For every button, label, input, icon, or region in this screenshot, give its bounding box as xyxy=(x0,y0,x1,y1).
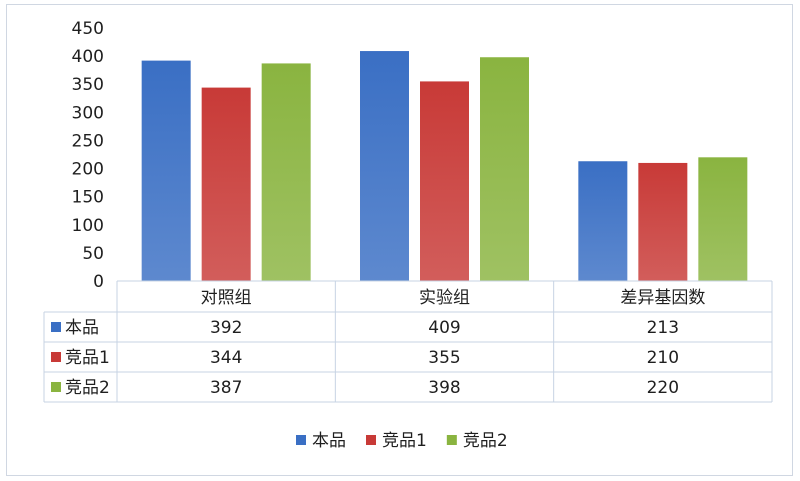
legend-swatch xyxy=(366,435,376,445)
legend-entry: 竞品1 xyxy=(382,431,427,451)
bar-竞品2-对照组 xyxy=(261,63,311,281)
y-tick-label: 400 xyxy=(72,47,104,67)
table-value: 210 xyxy=(647,348,679,368)
plot-area xyxy=(141,51,748,282)
table-value: 213 xyxy=(647,318,679,338)
bar-竞品1-差异基因数 xyxy=(638,162,688,281)
table-value: 409 xyxy=(428,318,460,338)
y-tick-label: 450 xyxy=(72,19,104,39)
table-value: 387 xyxy=(210,378,242,398)
table-value: 398 xyxy=(428,378,460,398)
bar-本品-对照组 xyxy=(141,60,191,282)
table-value: 355 xyxy=(428,348,460,368)
table-series-key xyxy=(51,352,61,362)
bar-竞品2-实验组 xyxy=(480,57,529,282)
legend-swatch xyxy=(446,435,457,445)
y-tick-label: 100 xyxy=(72,216,104,236)
y-tick-label: 50 xyxy=(82,244,104,264)
y-axis: 0 50 100 150 200 250 300 350 400 450 xyxy=(72,19,104,292)
legend-swatch xyxy=(296,435,306,445)
table-series-label: 竞品1 xyxy=(65,348,110,368)
bar-竞品1-对照组 xyxy=(201,87,251,282)
y-tick-label: 0 xyxy=(93,272,104,292)
table-value: 344 xyxy=(210,348,242,368)
y-tick-label: 300 xyxy=(72,103,104,123)
legend: 本品 竞品1 竞品2 xyxy=(296,431,508,451)
y-tick-label: 250 xyxy=(72,131,104,151)
bar-本品-实验组 xyxy=(360,51,409,281)
legend-entry: 本品 xyxy=(312,431,346,451)
category-label: 差异基因数 xyxy=(620,288,705,308)
table-series-label: 本品 xyxy=(65,318,99,338)
bar-竞品2-差异基因数 xyxy=(698,157,748,281)
category-label: 对照组 xyxy=(201,288,252,308)
table-value: 220 xyxy=(647,378,679,398)
table-value: 392 xyxy=(210,318,242,338)
bar-竞品1-实验组 xyxy=(420,81,469,282)
table-series-label: 竞品2 xyxy=(65,378,110,398)
y-tick-label: 150 xyxy=(72,188,104,208)
bar-本品-差异基因数 xyxy=(578,161,628,281)
y-tick-label: 200 xyxy=(72,160,104,180)
table-series-key xyxy=(51,382,61,392)
y-tick-label: 350 xyxy=(72,75,104,95)
table-series-key xyxy=(51,322,61,332)
legend-entry: 竞品2 xyxy=(463,431,508,451)
category-label: 实验组 xyxy=(419,288,470,308)
